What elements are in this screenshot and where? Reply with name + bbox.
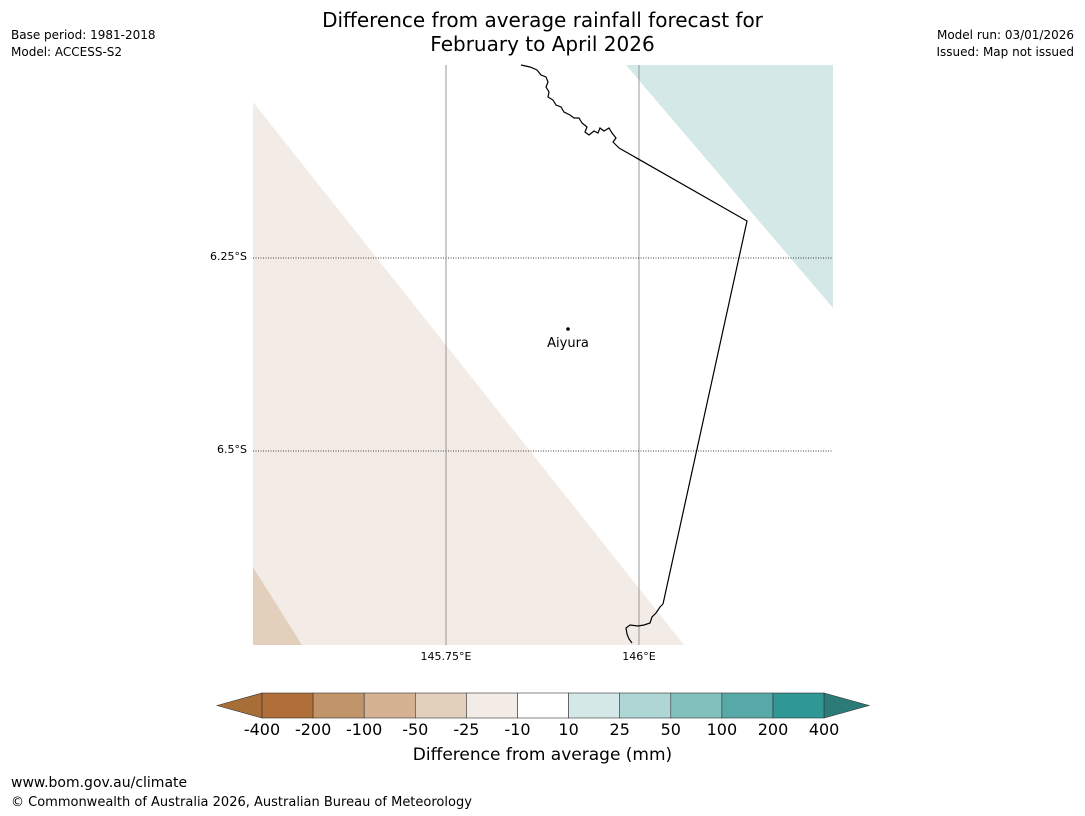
colorbar-segment — [670, 692, 723, 719]
colorbar-segment — [414, 692, 467, 719]
place-label-aiyura: Aiyura — [547, 336, 589, 351]
colorbar-tick-label: 200 — [757, 720, 789, 739]
colorbar-segment — [261, 692, 314, 719]
colorbar-segment — [363, 692, 416, 719]
footer-url[interactable]: www.bom.gov.au/climate — [11, 775, 188, 791]
colorbar-tick-label: -50 — [402, 720, 429, 739]
colorbar-segment — [619, 692, 672, 719]
model-run-text: Model run: 03/01/2026 — [936, 28, 1074, 42]
colorbar — [215, 692, 871, 719]
lat-label-6-5: 6.5°S — [217, 443, 247, 456]
region-tan — [253, 567, 302, 645]
colorbar-tick-label: -200 — [294, 720, 332, 739]
footer-copyright: © Commonwealth of Australia 2026, Austra… — [11, 795, 472, 810]
issued-text: Issued: Map not issued — [936, 45, 1074, 59]
aiyura-marker — [566, 327, 570, 331]
colorbar-tick-label: -100 — [346, 720, 383, 739]
title-line-1: Difference from average rainfall forecas… — [322, 8, 763, 32]
colorbar-tick-label: -10 — [504, 720, 531, 739]
colorbar-segment — [517, 692, 569, 719]
region-light-teal — [626, 65, 833, 308]
international-border — [618, 147, 748, 605]
lon-label-146: 146°E — [622, 650, 656, 663]
colorbar-tick-label: 50 — [660, 720, 681, 739]
colorbar-tick-label: -400 — [243, 720, 281, 739]
colorbar-tick-label: 400 — [808, 720, 840, 739]
map-title: Difference from average rainfall forecas… — [0, 8, 1085, 56]
title-line-2: February to April 2026 — [430, 32, 655, 56]
meta-left: Base period: 1981-2018 Model: ACCESS-S2 — [11, 27, 156, 61]
colorbar-tick-label: -25 — [453, 720, 480, 739]
colorbar-segment — [312, 692, 365, 719]
colorbar-tick-label: 25 — [609, 720, 630, 739]
base-period-text: Base period: 1981-2018 — [11, 28, 156, 42]
colorbar-segment — [568, 692, 620, 719]
colorbar-segment — [772, 692, 825, 719]
colorbar-segment — [721, 692, 774, 719]
colorbar-extend-high — [823, 692, 871, 719]
colorbar-segment — [466, 692, 518, 719]
lon-label-145-75: 145.75°E — [420, 650, 472, 663]
meta-right: Model run: 03/01/2026 Issued: Map not is… — [936, 27, 1074, 61]
colorbar-tick-label: 100 — [706, 720, 738, 739]
region-light-brown — [253, 102, 684, 645]
colorbar-extend-low — [215, 692, 263, 719]
coastline — [520, 64, 620, 149]
colorbar-label: Difference from average (mm) — [412, 745, 673, 765]
colorbar-tick-label: 10 — [558, 720, 579, 739]
model-text: Model: ACCESS-S2 — [11, 45, 123, 59]
south-coastline — [625, 603, 664, 644]
lat-label-6-25: 6.25°S — [210, 250, 247, 263]
